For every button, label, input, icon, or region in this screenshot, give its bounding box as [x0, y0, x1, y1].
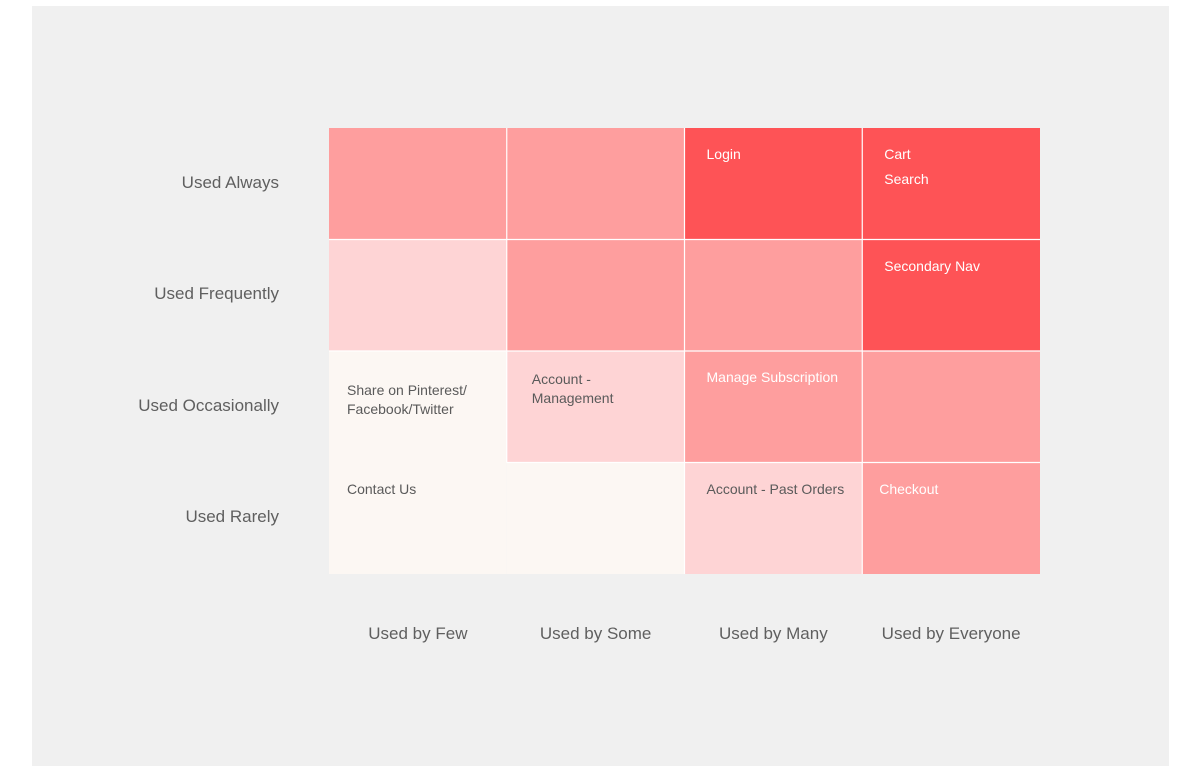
heatmap-cell-used-occasionally-used-by-many	[684, 351, 863, 463]
heatmap-cell-used-rarely-used-by-some	[506, 462, 685, 574]
heatmap-cell-used-occasionally-used-by-some	[506, 351, 685, 463]
cell-label-account-management: Account - Management	[531, 371, 614, 406]
heatmap-cell-used-rarely-used-by-many	[684, 462, 863, 574]
heatmap-cell-used-always-used-by-some	[506, 128, 685, 240]
heatmap-cell-used-occasionally-used-by-everyone	[862, 351, 1040, 463]
cell-label-checkout: Checkout	[879, 480, 939, 497]
heatmap-cell-used-rarely-used-by-everyone	[862, 462, 1040, 574]
cell-label-cart: Cart	[884, 146, 911, 162]
heatmap-cell-used-always-used-by-few	[329, 128, 507, 240]
heatmap-cell-used-always-used-by-everyone	[862, 128, 1040, 240]
heatmap-cell-used-rarely-used-by-few	[329, 462, 507, 574]
column-label-used-by-everyone: Used by Everyone	[881, 624, 1021, 643]
heatmap-grid	[329, 128, 1040, 574]
row-label-used-occasionally: Used Occasionally	[138, 395, 279, 415]
cell-label-manage-subscription: Manage Subscription	[706, 369, 839, 385]
heatmap-cell-used-frequently-used-by-some	[506, 239, 685, 351]
cell-label-secondary-nav: Secondary Nav	[884, 257, 980, 274]
cell-label-search: Search	[884, 171, 929, 187]
cell-label-share-on-pinterest-facebook-twitter: Share on Pinterest/ Facebook/Twitter	[347, 382, 467, 417]
heatmap-cell-used-frequently-used-by-many	[684, 239, 863, 351]
cell-label-contact-us: Contact Us	[347, 480, 417, 497]
heatmap-frame: Login Cart Search Secondary Nav Share on Pin…	[32, 6, 1169, 766]
cell-label-login: Login	[706, 146, 741, 162]
cell-label-account-past-orders: Account - Past Orders	[706, 480, 845, 497]
heatmap-cell-used-always-used-by-many	[684, 128, 863, 240]
row-label-used-always: Used Always	[181, 172, 279, 192]
column-label-used-by-many: Used by Many	[719, 624, 828, 643]
heatmap-cell-used-frequently-used-by-few	[329, 239, 507, 351]
column-label-used-by-few: Used by Few	[368, 624, 468, 643]
row-label-used-rarely: Used Rarely	[185, 507, 279, 527]
heatmap-cell-used-occasionally-used-by-few	[329, 351, 507, 463]
row-label-used-frequently: Used Frequently	[154, 284, 279, 304]
heatmap-cell-used-frequently-used-by-everyone	[862, 239, 1040, 351]
column-label-used-by-some: Used by Some	[539, 624, 652, 643]
